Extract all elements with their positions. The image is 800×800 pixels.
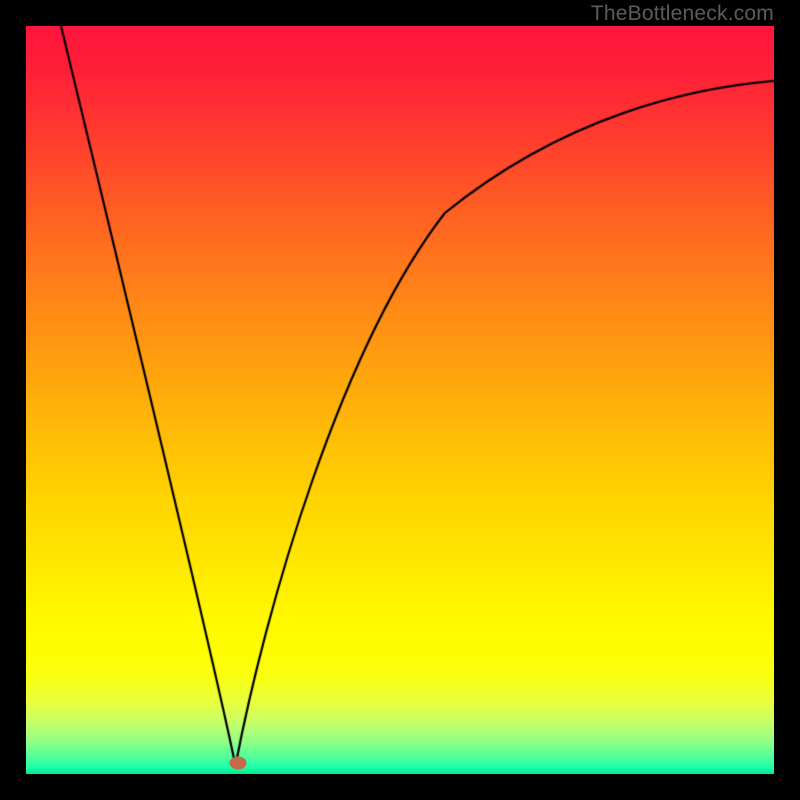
chart-plot-area [26, 26, 774, 774]
watermark-text: TheBottleneck.com [591, 2, 774, 26]
optimum-marker [229, 756, 246, 769]
bottleneck-curve [26, 26, 774, 774]
